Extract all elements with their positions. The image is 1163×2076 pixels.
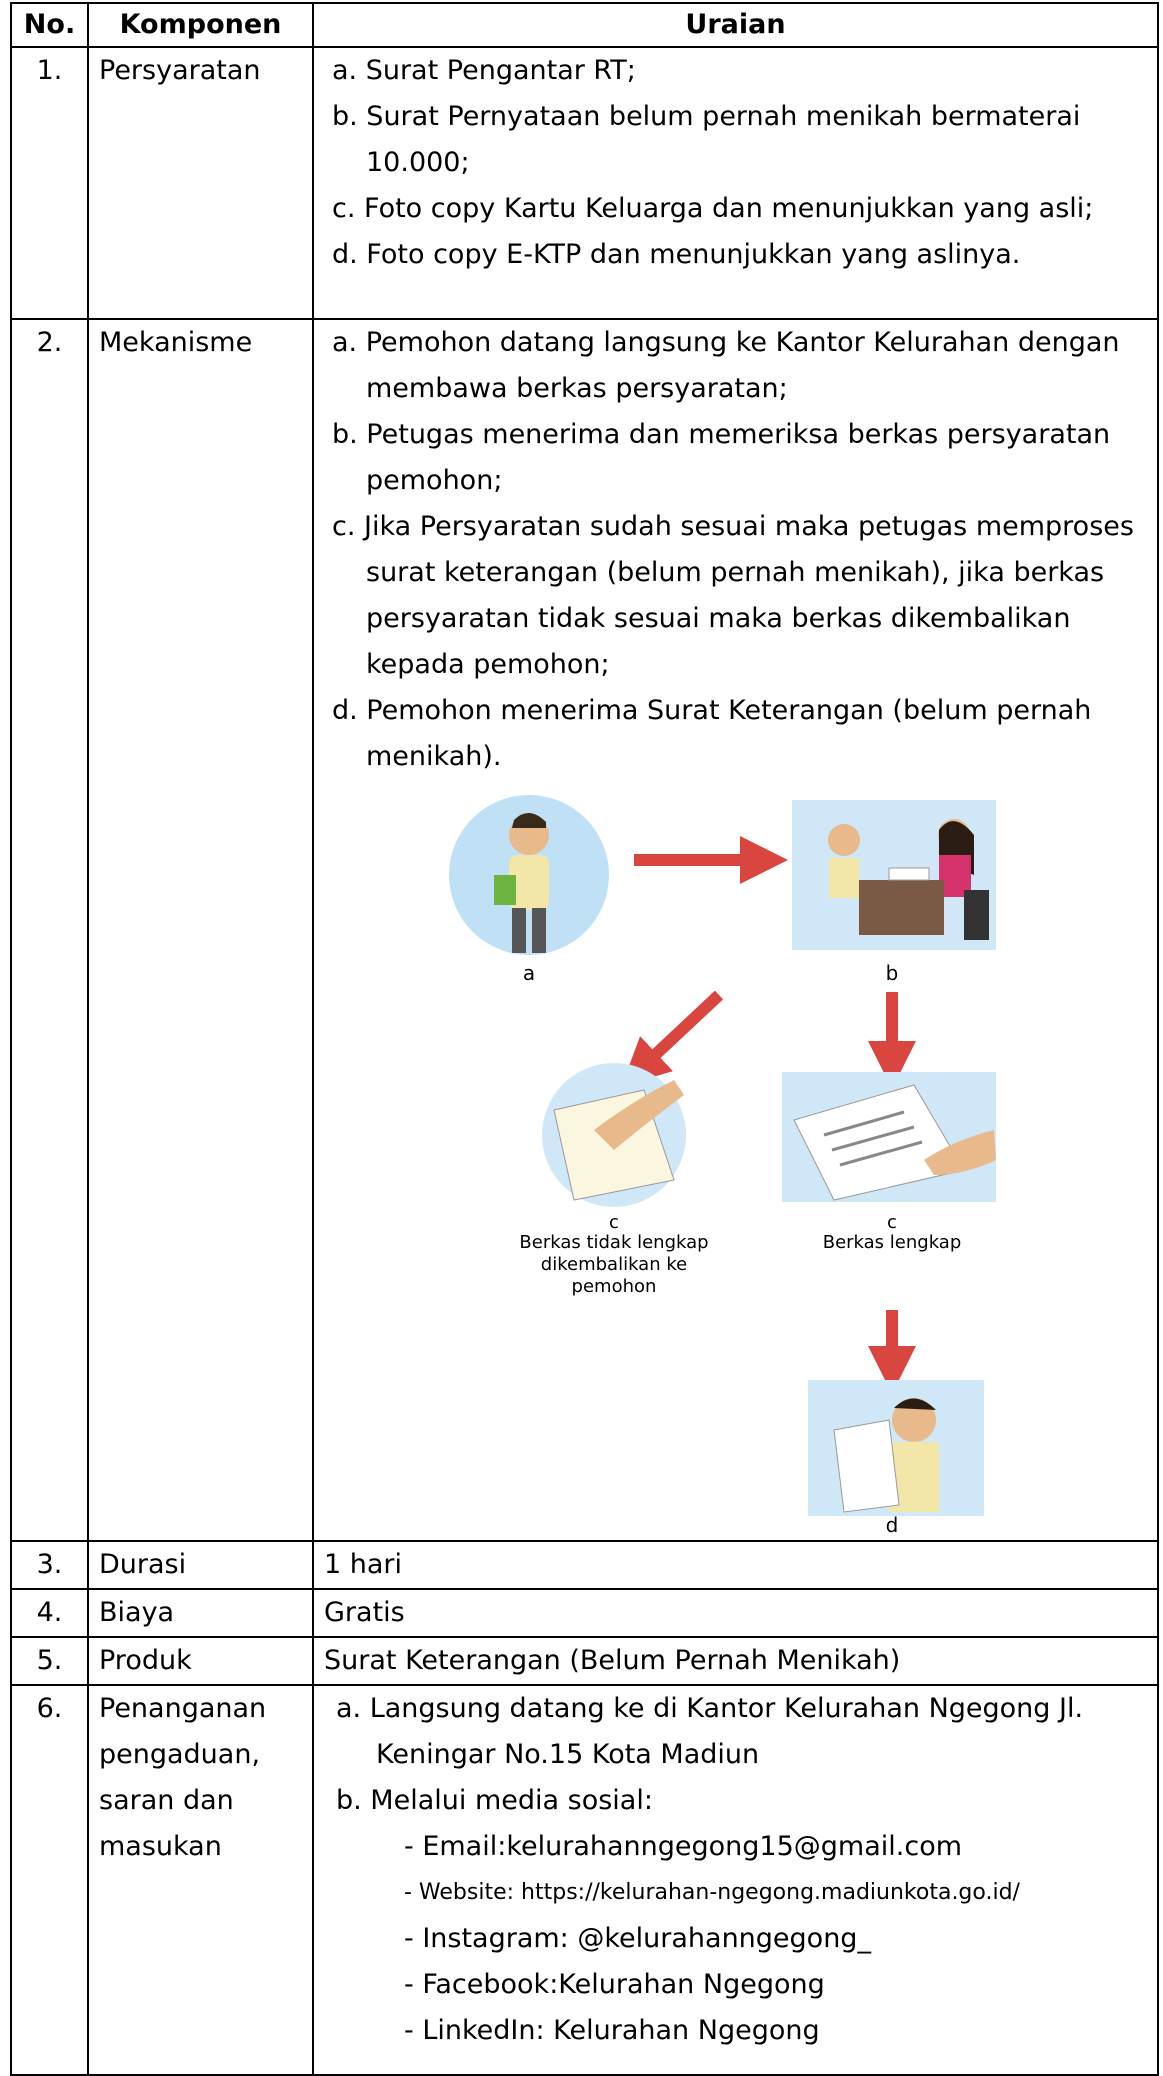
row: 3. Durasi 1 hari xyxy=(10,1540,1159,1590)
list-item: d. Pemohon menerima Surat Keterangan (be… xyxy=(332,695,1092,772)
uraian-cell: a. Surat Pengantar RT; b. Surat Pernyata… xyxy=(312,46,1159,320)
icon-c-returned xyxy=(542,1063,686,1207)
step-label: d xyxy=(886,1513,899,1537)
sub-item: - Facebook:Kelurahan Ngegong xyxy=(404,1969,825,2000)
step-caption: Berkas lengkap xyxy=(823,1232,962,1253)
step-caption: pemohon xyxy=(572,1276,657,1297)
text: 1 hari xyxy=(324,1549,403,1580)
no-cell: 4. xyxy=(10,1588,89,1638)
komponen-cell: Persyaratan xyxy=(87,46,314,320)
icon-c-complete xyxy=(782,1072,996,1202)
header-cell: No. xyxy=(10,2,89,48)
row: 4. Biaya Gratis xyxy=(10,1588,1159,1638)
step-caption: dikembalikan ke xyxy=(541,1254,687,1275)
list-item: c. Foto copy Kartu Keluarga dan menunjuk… xyxy=(332,193,1094,224)
list-item: b. Surat Pernyataan belum pernah menikah… xyxy=(332,101,1081,178)
row: 2. Mekanisme a. Pemohon datang langsung … xyxy=(10,318,1159,1542)
row: 6. Penanganan pengaduan, saran dan masuk… xyxy=(10,1684,1159,2076)
komponen-cell: Mekanisme xyxy=(87,318,314,1542)
uraian-cell: Surat Keterangan (Belum Pernah Menikah) xyxy=(312,1636,1159,1686)
text: Gratis xyxy=(324,1597,405,1628)
row: 5. Produk Surat Keterangan (Belum Pernah… xyxy=(10,1636,1159,1686)
no-cell: 6. xyxy=(10,1684,89,2076)
sub-item: - Instagram: @kelurahanngegong_ xyxy=(404,1923,871,1954)
komponen-cell: Biaya xyxy=(87,1588,314,1638)
komponen-cell: Produk xyxy=(87,1636,314,1686)
komponen-cell: Penanganan pengaduan, saran dan masukan xyxy=(87,1684,314,2076)
sub-item: - Website: https://kelurahan-ngegong.mad… xyxy=(404,1880,1020,1905)
uraian-cell: 1 hari xyxy=(312,1540,1159,1590)
uraian-cell: a. Langsung datang ke di Kantor Keluraha… xyxy=(312,1684,1159,2076)
service-table: No. Komponen Uraian 1. Persyaratan a. Su… xyxy=(10,2,1159,2076)
uraian-cell: a. Pemohon datang langsung ke Kantor Kel… xyxy=(312,318,1159,1542)
no-cell: 3. xyxy=(10,1540,89,1590)
step-label: b xyxy=(886,961,899,985)
no-cell: 1. xyxy=(10,46,89,320)
list-item: b. Petugas menerima dan memeriksa berkas… xyxy=(332,419,1111,496)
uraian-cell: Gratis xyxy=(312,1588,1159,1638)
no-cell: 5. xyxy=(10,1636,89,1686)
arrow xyxy=(621,990,724,1087)
icon-b xyxy=(792,800,996,950)
header-cell: Komponen xyxy=(87,2,314,48)
komponen-cell: Durasi xyxy=(87,1540,314,1590)
header-row: No. Komponen Uraian xyxy=(10,2,1159,48)
sub-item: - Email:kelurahanngegong15@gmail.com xyxy=(404,1831,963,1862)
header-cell: Uraian xyxy=(312,2,1159,48)
step-label: c xyxy=(887,1212,897,1233)
step-label: c xyxy=(609,1212,619,1233)
sub-item: - LinkedIn: Kelurahan Ngegong xyxy=(404,2015,820,2046)
list-item: b. Melalui media sosial: xyxy=(336,1785,653,1816)
list-item: a. Langsung datang ke di Kantor Keluraha… xyxy=(336,1693,1084,1770)
list-item: a. Surat Pengantar RT; xyxy=(332,55,636,86)
list-item: d. Foto copy E-KTP dan menunjukkan yang … xyxy=(332,239,1021,270)
list-item: c. Jika Persyaratan sudah sesuai maka pe… xyxy=(332,511,1134,680)
text: Surat Keterangan (Belum Pernah Menikah) xyxy=(324,1645,901,1676)
row: 1. Persyaratan a. Surat Pengantar RT; b.… xyxy=(10,46,1159,320)
no-cell: 2. xyxy=(10,318,89,1542)
step-label: a xyxy=(523,961,535,985)
step-caption: Berkas tidak lengkap xyxy=(519,1232,708,1253)
flowchart: a b c xyxy=(449,795,996,1537)
icon-a xyxy=(449,795,609,955)
icon-d xyxy=(808,1380,984,1516)
list-item: a. Pemohon datang langsung ke Kantor Kel… xyxy=(332,327,1120,404)
